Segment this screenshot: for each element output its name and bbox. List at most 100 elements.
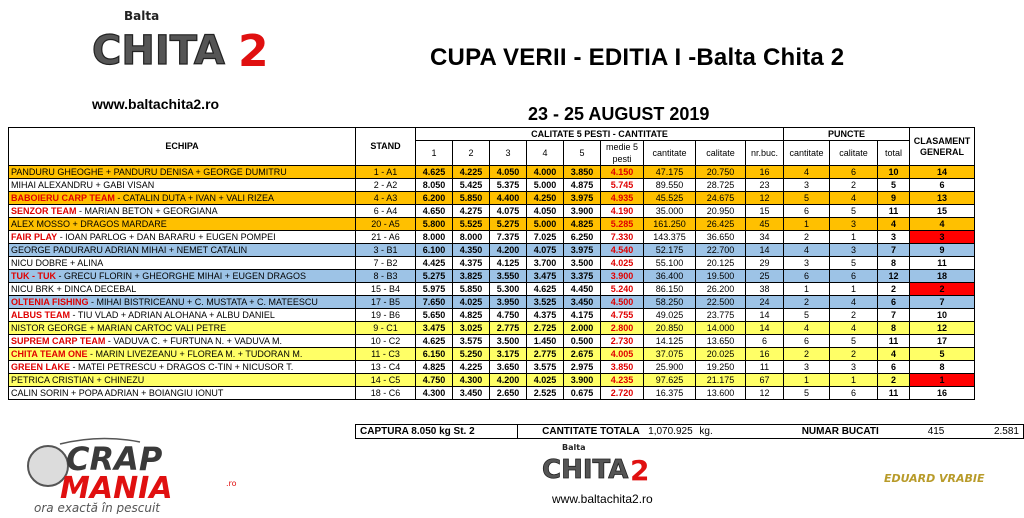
fish-weight-cell: 3.525 (526, 295, 564, 309)
table-row: BABOIERU CARP TEAM - CATALIN DUTA + IVAN… (8, 191, 975, 205)
table-row: GREEN LAKE - MATEI PETRESCU + DRAGOS C-T… (8, 360, 975, 374)
cantitate-cell: 49.025 (643, 308, 696, 322)
clasament-cell: 16 (909, 386, 975, 400)
puncte-cantitate-cell: 1 (783, 282, 830, 296)
team-members: - MARIN LIVEZEANU + FLOREA M. + TUDORAN … (87, 348, 303, 359)
total-cell: 2 (877, 373, 910, 387)
calitate-cell: 19.250 (695, 360, 746, 374)
team-members: - MIHAI BISTRICEANU + C. MUSTATA + C. MA… (88, 296, 318, 307)
calitate-cell: 14.000 (695, 321, 746, 335)
fish-weight-cell: 3.550 (489, 269, 527, 283)
clasament-cell: 8 (909, 360, 975, 374)
fish-weight-cell: 2.000 (563, 321, 601, 335)
fish-weight-cell: 5.375 (489, 178, 527, 192)
puncte-cantitate-cell: 5 (783, 191, 830, 205)
calitate-cell: 26.425 (695, 217, 746, 231)
nrbuc-cell: 34 (745, 230, 784, 244)
puncte-cantitate-cell: 6 (783, 269, 830, 283)
puncte-calitate-cell: 4 (829, 191, 878, 205)
col-medie: medie 5 (600, 140, 644, 153)
puncte-calitate-cell: 4 (829, 321, 878, 335)
team-members: - GRECU FLORIN + GHEORGHE MIHAI + EUGEN … (56, 270, 307, 281)
nrbuc-cell: 11 (745, 360, 784, 374)
total-cell: 8 (877, 256, 910, 270)
clasament-cell: 18 (909, 269, 975, 283)
fish-weight-cell: 4.350 (452, 243, 490, 257)
balta-chita-logo: Balta CHITA 2 (91, 9, 268, 76)
fish-weight-cell: 3.575 (526, 360, 564, 374)
puncte-cantitate-cell: 4 (783, 165, 830, 179)
fish-weight-cell: 2.775 (489, 321, 527, 335)
medie-cell: 4.935 (600, 191, 644, 205)
team-name: CHITA TEAM ONE (11, 348, 88, 359)
nrbuc-cell: 12 (745, 386, 784, 400)
fish-weight-cell: 4.300 (452, 373, 490, 387)
table-row: PANDURU GHEOGHE + PANDURU DENISA + GEORG… (8, 165, 975, 179)
col-p1: 1 (415, 140, 453, 166)
fish-weight-cell: 4.375 (526, 308, 564, 322)
fish-weight-cell: 3.450 (563, 295, 601, 309)
fish-weight-cell: 3.025 (452, 321, 490, 335)
stand-cell: 11 - C3 (355, 347, 416, 361)
logo-small-text: Balta (124, 9, 159, 23)
cantitate-cell: 37.075 (643, 347, 696, 361)
fish-weight-cell: 5.275 (489, 217, 527, 231)
nrbuc-cell: 15 (745, 204, 784, 218)
stand-cell: 2 - A2 (355, 178, 416, 192)
puncte-calitate-cell: 2 (829, 347, 878, 361)
logo-main-text: CHITA (92, 28, 225, 74)
col-echipa: ECHIPA (8, 127, 356, 166)
clasament-cell: 11 (909, 256, 975, 270)
puncte-cantitate-cell: 5 (783, 386, 830, 400)
medie-cell: 5.285 (600, 217, 644, 231)
team-members: GEORGE PADURARU ADRIAN MIHAI + NEMET CAT… (11, 244, 248, 255)
team-cell: SUPREM CARP TEAM - VADUVA C. + FURTUNA N… (8, 334, 356, 348)
table-row: NISTOR GEORGE + MARIAN CARTOC VALI PETRE… (8, 321, 975, 335)
cantitate-cell: 25.900 (643, 360, 696, 374)
stand-cell: 10 - C2 (355, 334, 416, 348)
team-members: - MATEI PETRESCU + DRAGOS C-TIN + NICUSO… (70, 361, 294, 372)
fish-weight-cell: 2.975 (563, 360, 601, 374)
medie-cell: 4.190 (600, 204, 644, 218)
medie-cell: 4.500 (600, 295, 644, 309)
logo-number: 2 (238, 26, 268, 76)
puncte-calitate-cell: 6 (829, 269, 878, 283)
col-stand: STAND (355, 127, 416, 166)
cantitate-cell: 16.375 (643, 386, 696, 400)
fish-weight-cell: 4.625 (526, 282, 564, 296)
fish-weight-cell: 4.625 (415, 165, 453, 179)
team-members: NICU BRK + DINCA DECEBAL (11, 283, 137, 294)
col-clasament: CLASAMENT GENERAL (909, 127, 975, 166)
fish-weight-cell: 3.975 (563, 243, 601, 257)
site-url[interactable]: www.baltachita2.ro (92, 96, 220, 112)
stand-cell: 4 - A3 (355, 191, 416, 205)
fish-weight-cell: 2.775 (526, 347, 564, 361)
team-cell: ALEX MOSSO + DRAGOS MARDARE (8, 217, 356, 231)
fish-weight-cell: 7.025 (526, 230, 564, 244)
fish-weight-cell: 5.975 (415, 282, 453, 296)
puncte-cantitate-cell: 6 (783, 204, 830, 218)
team-members: NISTOR GEORGE + MARIAN CARTOC VALI PETRE (11, 322, 227, 333)
calitate-cell: 36.650 (695, 230, 746, 244)
nrbuc-cell: 45 (745, 217, 784, 231)
table-row: CALIN SORIN + POPA ADRIAN + BOIANGIU ION… (8, 386, 975, 400)
team-name: FAIR PLAY (11, 231, 58, 242)
team-members: ALEX MOSSO + DRAGOS MARDARE (11, 218, 167, 229)
team-cell: PANDURU GHEOGHE + PANDURU DENISA + GEORG… (8, 165, 356, 179)
puncte-calitate-cell: 5 (829, 334, 878, 348)
clasament-cell: 14 (909, 165, 975, 179)
team-members: PANDURU GHEOGHE + PANDURU DENISA + GEORG… (11, 166, 287, 177)
table-row: GEORGE PADURARU ADRIAN MIHAI + NEMET CAT… (8, 243, 975, 257)
event-date: 23 - 25 AUGUST 2019 (528, 104, 710, 124)
nrbuc-cell: 38 (745, 282, 784, 296)
puncte-cantitate-cell: 3 (783, 360, 830, 374)
fish-weight-cell: 5.000 (526, 217, 564, 231)
total-cell: 9 (877, 191, 910, 205)
total-cell: 11 (877, 204, 910, 218)
fish-weight-cell: 2.675 (563, 347, 601, 361)
calitate-cell: 20.125 (695, 256, 746, 270)
total-cell: 11 (877, 334, 910, 348)
site-url-bottom[interactable]: www.baltachita2.ro (552, 492, 653, 506)
medie-cell: 4.755 (600, 308, 644, 322)
medie-cell: 7.330 (600, 230, 644, 244)
